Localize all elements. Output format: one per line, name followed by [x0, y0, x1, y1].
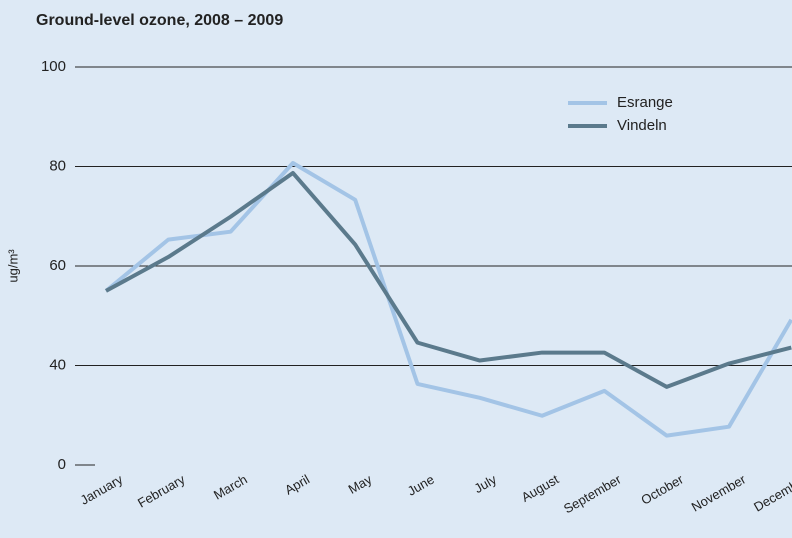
x-tick-label: July — [471, 471, 499, 496]
x-tick-label: December — [751, 471, 792, 514]
y-tick-label: 0 — [58, 456, 66, 473]
legend-label: Vindeln — [617, 117, 667, 134]
y-tick-label: 40 — [49, 356, 66, 373]
x-tick-label: November — [689, 471, 749, 514]
legend-label: Esrange — [617, 94, 673, 111]
series-line — [104, 161, 792, 438]
y-tick-label: 80 — [49, 157, 66, 174]
x-tick-label: January — [78, 471, 126, 507]
x-tick-label: March — [211, 472, 250, 503]
y-tick-label: 100 — [41, 58, 66, 75]
x-tick-label: October — [638, 471, 686, 507]
chart-title: Ground-level ozone, 2008 – 2009 — [36, 12, 283, 29]
y-tick-label: 60 — [49, 257, 66, 274]
series-line — [105, 170, 792, 389]
x-tick-label: April — [282, 472, 312, 498]
x-tick-label: August — [519, 471, 562, 504]
y-axis-label: ug/m³ — [5, 249, 20, 283]
x-tick-label: September — [561, 471, 624, 516]
x-tick-label: February — [135, 471, 188, 510]
x-tick-label: May — [346, 471, 375, 497]
x-tick-label: June — [405, 472, 437, 499]
